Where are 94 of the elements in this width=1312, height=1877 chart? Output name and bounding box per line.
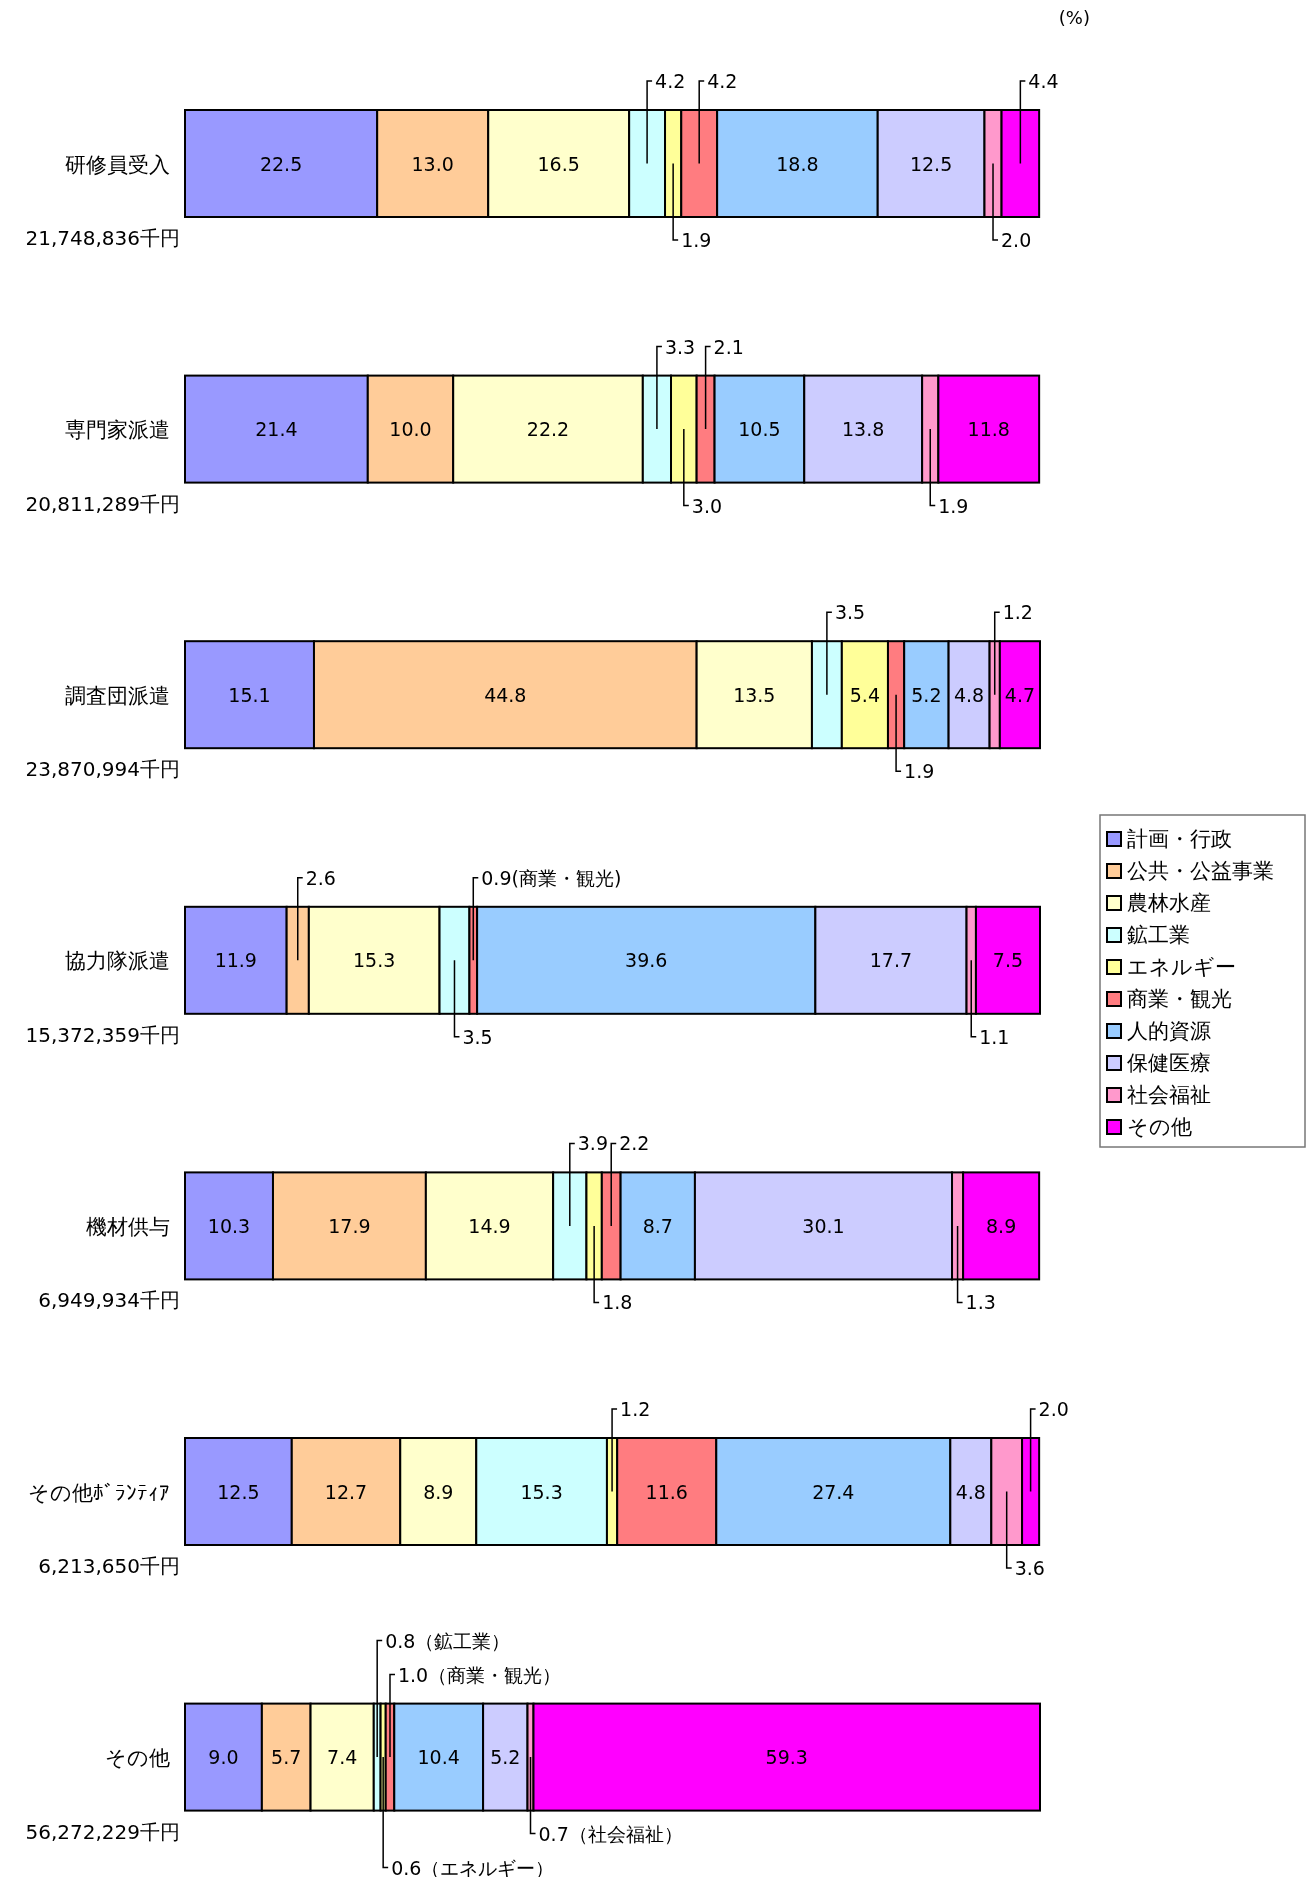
y-tick-label: 調査団派遣 — [65, 683, 170, 708]
data-label: 0.8（鉱工業） — [385, 1629, 511, 1652]
data-label: 18.8 — [776, 152, 819, 175]
data-label: 22.2 — [526, 418, 570, 441]
y-tick-label: その他ﾎﾞﾗﾝﾃｨｱ — [28, 1480, 170, 1505]
data-label: 11.6 — [645, 1480, 688, 1503]
legend-label: 農林水産 — [1127, 891, 1211, 915]
data-label: 12.5 — [909, 152, 953, 175]
data-label: 39.6 — [625, 949, 668, 972]
legend-label: 社会福祉 — [1127, 1083, 1211, 1107]
data-label: 2.2 — [619, 1132, 650, 1155]
legend-label: 商業・観光 — [1127, 987, 1232, 1011]
data-label: 13.8 — [842, 418, 885, 441]
data-label: 44.8 — [484, 683, 527, 706]
text: 6,949,934千円 — [38, 1288, 180, 1313]
y-tick-label: その他 — [105, 1746, 170, 1771]
data-label: 1.0（商業・観光） — [397, 1663, 562, 1686]
data-label: 5.7 — [271, 1746, 302, 1769]
data-label: 2.0 — [1038, 1398, 1069, 1420]
data-label: 2.6 — [305, 866, 336, 889]
data-label: 3.5 — [834, 601, 866, 624]
data-label: 1.2 — [1002, 601, 1033, 624]
data-label: 1.8 — [602, 1291, 633, 1314]
data-label: 1.9 — [681, 229, 712, 251]
legend-label: 公共・公益事業 — [1127, 859, 1274, 883]
data-label: 15.3 — [520, 1480, 563, 1503]
text: 21,748,836千円 — [25, 226, 180, 250]
text: 15,372,359千円 — [25, 1022, 180, 1047]
data-label: 10.4 — [417, 1746, 460, 1769]
data-label: 13.0 — [411, 152, 454, 175]
legend-label: 鉱工業 — [1127, 923, 1190, 947]
data-label: 4.8 — [955, 1480, 986, 1503]
data-label: 1.2 — [620, 1398, 651, 1420]
data-label: 16.5 — [537, 152, 580, 175]
data-label: 0.9(商業・観光) — [481, 866, 622, 889]
data-label: 7.5 — [992, 949, 1024, 972]
data-label: 21.4 — [255, 418, 298, 441]
data-label: 22.5 — [259, 152, 303, 175]
data-label: 11.8 — [967, 418, 1010, 441]
data-label: 10.5 — [738, 418, 781, 441]
data-label: 0.7（社会福祉） — [538, 1822, 683, 1845]
legend-label: エネルギー — [1127, 955, 1236, 979]
data-label: 3.9 — [577, 1132, 609, 1155]
data-label: 27.4 — [812, 1480, 855, 1503]
legend-label: 人的資源 — [1127, 1019, 1211, 1043]
data-label: 15.1 — [228, 683, 271, 706]
data-label: 14.9 — [468, 1214, 511, 1237]
data-label: 2.0 — [1001, 229, 1032, 251]
data-label: 3.5 — [462, 1025, 493, 1048]
data-label: 1.1 — [979, 1025, 1010, 1048]
data-label: 3.3 — [664, 335, 696, 358]
data-label: 30.1 — [802, 1214, 845, 1237]
data-label: 10.3 — [207, 1214, 251, 1237]
data-label: 7.4 — [327, 1746, 358, 1769]
text: 20,811,289千円 — [25, 491, 180, 516]
data-label: 1.9 — [904, 760, 935, 783]
legend-label: 計画・行政 — [1127, 827, 1232, 851]
data-label: 12.7 — [324, 1480, 368, 1503]
data-label: 11.9 — [214, 949, 257, 972]
y-tick-label: 機材供与 — [86, 1214, 170, 1239]
data-label: 0.6（エネルギー） — [391, 1856, 555, 1877]
legend-label: その他 — [1127, 1115, 1192, 1139]
y-tick-label: 研修員受入 — [65, 152, 170, 177]
text: 6,213,650千円 — [38, 1554, 180, 1578]
data-label: 9.0 — [208, 1746, 239, 1769]
text: 23,870,994千円 — [25, 757, 180, 782]
data-label: 17.7 — [869, 949, 913, 972]
data-label: 1.9 — [938, 494, 969, 517]
data-label: 1.3 — [965, 1291, 996, 1314]
legend-label: 保健医療 — [1127, 1051, 1211, 1075]
data-label: 3.6 — [1014, 1557, 1045, 1579]
y-tick-label: 専門家派遣 — [65, 418, 170, 443]
data-label: 4.8 — [954, 683, 985, 706]
text: (%) — [1058, 7, 1090, 28]
data-label: 10.0 — [389, 418, 432, 441]
y-tick-label: 協力隊派遣 — [65, 949, 170, 974]
data-label: 8.7 — [642, 1214, 673, 1237]
data-label: 8.9 — [423, 1480, 454, 1503]
data-label: 17.9 — [328, 1214, 371, 1237]
data-label: 4.7 — [1004, 683, 1036, 706]
text: 56,272,229千円 — [25, 1819, 180, 1844]
data-label: 4.4 — [1028, 70, 1059, 92]
data-label: 12.5 — [217, 1480, 260, 1503]
data-label: 5.2 — [490, 1746, 521, 1769]
data-label: 2.1 — [713, 335, 744, 358]
data-label: 59.3 — [765, 1746, 808, 1769]
data-label: 4.2 — [655, 70, 686, 92]
data-label: 5.2 — [911, 683, 942, 706]
data-label: 13.5 — [733, 683, 776, 706]
data-label: 5.4 — [849, 683, 881, 706]
data-label: 8.9 — [986, 1214, 1017, 1237]
data-label: 3.0 — [691, 494, 723, 517]
data-label: 4.2 — [707, 70, 738, 92]
data-label: 15.3 — [353, 949, 396, 972]
